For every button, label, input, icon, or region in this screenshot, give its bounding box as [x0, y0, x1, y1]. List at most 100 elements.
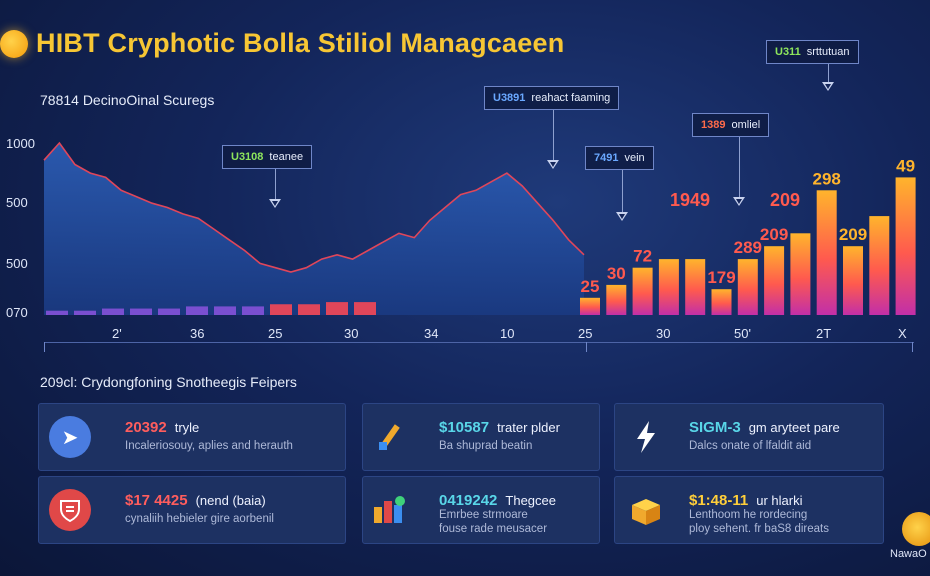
- strategy-card[interactable]: $1:48-11 ur hlarki Lenthoom he rordecing …: [614, 476, 884, 544]
- y-tick-label: 500: [6, 256, 28, 271]
- strategy-card[interactable]: ➤ 20392 tryle Incaleriosouy, aplies and h…: [38, 403, 346, 471]
- card-subtitle: Ba shuprad beatin: [439, 440, 533, 452]
- card-amount: $10587: [439, 419, 490, 436]
- bar: [658, 259, 679, 315]
- annotation-callout[interactable]: U3108 teanee: [222, 145, 313, 169]
- strategy-card[interactable]: SIGM-3 gm aryteet pare Dalcs onate of lfa…: [614, 403, 884, 471]
- area-series-line: [43, 141, 585, 273]
- area-series: [44, 143, 584, 315]
- x-tick-label: 2T: [816, 326, 832, 341]
- callout-value: U3891: [493, 92, 526, 104]
- card-title: ur hlarki: [756, 493, 803, 508]
- bar-data-label: 298: [813, 169, 841, 188]
- strategy-card[interactable]: $17 4425 (nend (baia) cynaliih hebieler g…: [38, 476, 346, 544]
- callout-text: srttutuan: [806, 46, 850, 58]
- bar-data-label: 179: [707, 268, 735, 287]
- callout-marker-icon: [822, 82, 834, 91]
- callout-line: [553, 110, 554, 160]
- small-bar: [214, 306, 236, 315]
- card-subtitle: Incaleriosouy, aplies and herauth: [125, 440, 293, 452]
- section-heading: 209cl: Crydongfoning Snotheegis Feipers: [40, 374, 297, 390]
- card-title: Thegcee: [505, 493, 556, 508]
- shield-icon: [49, 489, 91, 531]
- pencil-icon: [369, 416, 411, 458]
- y-tick-label: 1000: [6, 136, 35, 151]
- annotation-callout[interactable]: U311 srttutuan: [766, 40, 859, 64]
- x-axis-tick: [912, 342, 913, 352]
- annotation-callout[interactable]: 1389 omliel: [692, 113, 770, 137]
- callout-line: [622, 170, 623, 212]
- card-title: (nend (baia): [195, 493, 266, 508]
- card-subtitle: cynaliih hebieler gire aorbenil: [125, 513, 274, 525]
- card-amount: $17 4425: [125, 492, 188, 509]
- x-tick-label: 25: [578, 326, 593, 341]
- callout-text: vein: [624, 152, 645, 164]
- bar: [816, 190, 837, 315]
- lightning-icon: [625, 416, 667, 458]
- bar: [580, 297, 600, 315]
- callout-value: 7491: [594, 152, 619, 164]
- x-tick-label: 2': [112, 326, 122, 341]
- small-bar: [74, 310, 96, 315]
- small-bar: [46, 310, 68, 315]
- annotation-callout[interactable]: 7491 vein: [585, 146, 654, 170]
- bar: [685, 259, 706, 315]
- x-tick-label: 10: [500, 326, 515, 341]
- small-bar: [130, 308, 152, 315]
- card-amount: 20392: [125, 419, 167, 436]
- bar-data-label: 209: [760, 225, 788, 244]
- card-title: trater plder: [497, 420, 560, 435]
- callout-line: [739, 137, 740, 197]
- small-bar: [186, 306, 208, 315]
- x-axis-tick: [44, 342, 45, 352]
- small-bar: [326, 302, 348, 315]
- card-subtitle-extra: fouse rade meusacer: [439, 523, 548, 535]
- bar: [843, 246, 863, 315]
- small-bar: [298, 304, 320, 315]
- x-tick-label: 25: [268, 326, 283, 341]
- bar: [790, 233, 811, 315]
- callout-marker-icon: [733, 197, 745, 206]
- x-tick-label: 36: [190, 326, 205, 341]
- bar: [764, 246, 785, 315]
- strategy-card[interactable]: $10587 trater plder Ba shuprad beatin: [362, 403, 600, 471]
- x-tick-label: 30: [656, 326, 671, 341]
- bar-data-label: 209: [839, 225, 867, 244]
- strategy-card[interactable]: 0419242 Thegcee Emrbee strmoare fouse rad…: [362, 476, 600, 544]
- callout-value: U3108: [231, 151, 264, 163]
- x-axis-tick: [586, 342, 587, 352]
- bar: [606, 284, 627, 315]
- bar: [711, 289, 732, 315]
- small-bar: [270, 304, 292, 315]
- bar-data-label: 72: [633, 247, 652, 266]
- bar: [632, 267, 653, 315]
- annotation-callout[interactable]: U3891 reahact faaming: [484, 86, 620, 110]
- y-tick-label: 500: [6, 195, 28, 210]
- chart-subtitle: 78814 DecinoOinal Scuregs: [40, 92, 215, 108]
- bar-data-label: 49: [896, 156, 915, 175]
- card-subtitle: Dalcs onate of lfaldit aid: [689, 440, 812, 452]
- small-bar: [102, 308, 124, 315]
- bar-top-label: 209: [770, 190, 800, 210]
- callout-marker-icon: [547, 160, 559, 169]
- card-subtitle-extra: ploy sehent. fr baS8 direats: [689, 523, 829, 535]
- card-title: tryle: [174, 420, 200, 435]
- x-tick-label: 30: [344, 326, 359, 341]
- card-amount: SIGM-3: [689, 419, 741, 436]
- card-title: gm aryteet pare: [748, 420, 840, 435]
- card-amount: $1:48-11: [689, 492, 749, 509]
- y-tick-label: 070: [6, 305, 28, 320]
- corner-logo-text: NawaO: [890, 548, 927, 560]
- callout-line: [828, 64, 829, 82]
- telegram-icon: ➤: [49, 416, 91, 458]
- tools-icon: [369, 489, 411, 531]
- bar: [869, 216, 890, 315]
- callout-marker-icon: [269, 199, 281, 208]
- card-subtitle: Lenthoom he rordecing: [689, 509, 808, 521]
- bar-data-label: 289: [734, 238, 762, 257]
- bar-data-label: 30: [607, 264, 626, 283]
- corner-logo-icon: [902, 512, 930, 546]
- callout-value: U311: [775, 46, 801, 58]
- box-icon: [625, 489, 667, 531]
